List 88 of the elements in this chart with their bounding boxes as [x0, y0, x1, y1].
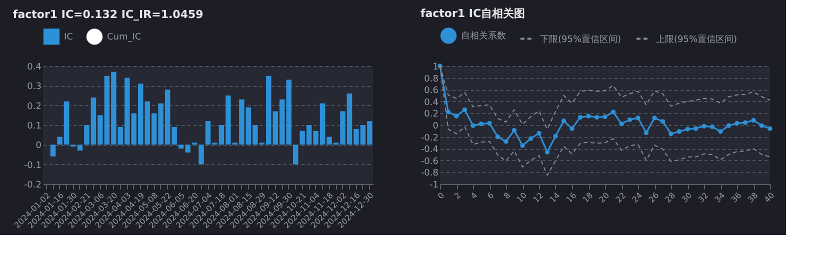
point [644, 130, 649, 136]
point [495, 134, 500, 140]
y-tick-label: 0.3 [27, 82, 42, 92]
y-tick-label: 0.2 [27, 102, 42, 112]
chart-title: factor1 IC=0.132 IC_IR=1.0459 [12, 8, 204, 21]
point [570, 126, 574, 131]
y-tick-label: 0 [432, 122, 439, 132]
point [586, 114, 591, 118]
point [702, 124, 706, 129]
legend-label: 自相关系数 [461, 30, 506, 42]
x-tick-label: 18 [581, 190, 595, 204]
legend-label: 上限(95%置信区间) [656, 34, 738, 45]
point [759, 123, 764, 128]
x-tick-label: 8 [502, 190, 512, 201]
point [470, 123, 476, 128]
y-tick-label: -0.4 [420, 145, 439, 156]
y-tick-label: -1 [430, 180, 438, 190]
point [652, 116, 657, 120]
y-tick-label: -0.8 [420, 168, 439, 179]
point [627, 117, 632, 122]
point [636, 116, 640, 120]
point [446, 110, 451, 114]
point [561, 118, 566, 124]
point [553, 134, 558, 139]
x-tick-label: 16 [564, 190, 578, 204]
legend-label: Cum_IC [107, 32, 142, 43]
point [710, 124, 715, 130]
point [462, 107, 468, 112]
x-tick-label: 30 [680, 190, 694, 204]
chart-title: factor1 IC自相关图 [420, 7, 526, 20]
point [668, 132, 674, 136]
x-tick-label: 24 [630, 190, 644, 204]
legend-label: IC [64, 32, 73, 43]
point [693, 126, 698, 131]
point [504, 139, 508, 144]
point [619, 121, 624, 126]
point [718, 129, 723, 134]
x-tick-label: 6 [486, 190, 496, 201]
point [512, 128, 517, 133]
point [742, 120, 748, 125]
point [602, 114, 608, 120]
x-tick-label: 22 [614, 190, 628, 204]
bar [198, 144, 204, 164]
bar [50, 144, 56, 156]
point [478, 121, 484, 126]
x-tick-label: 34 [713, 190, 727, 204]
point [520, 143, 525, 148]
point [487, 120, 492, 126]
y-tick-label: 0.8 [424, 74, 439, 84]
point [768, 126, 772, 131]
x-tick-label: 38 [746, 190, 760, 204]
y-tick-label: -0.2 [420, 133, 438, 144]
y-tick-label: 0.2 [424, 110, 438, 120]
point [578, 114, 583, 120]
x-tick-label: 14 [548, 190, 562, 204]
y-tick-label: 0.4 [424, 98, 439, 108]
y-tick-label: 0.1 [27, 122, 42, 132]
bar [292, 144, 298, 164]
x-tick-label: 36 [730, 190, 744, 204]
point [734, 120, 740, 126]
x-tick-label: 40 [762, 190, 776, 204]
point [536, 130, 542, 136]
y-tick-label: -0.6 [420, 156, 439, 167]
x-tick-label: 12 [532, 190, 546, 204]
y-tick-label: 0 [36, 141, 42, 152]
x-tick-label: 28 [664, 190, 678, 204]
x-tick-label: 2 [452, 190, 463, 201]
x-tick-label: 10 [515, 190, 529, 204]
x-tick-label: 4 [469, 190, 480, 201]
y-tick-label: -0.1 [24, 160, 42, 171]
point [751, 118, 756, 123]
y-tick-label: 0.4 [27, 62, 42, 72]
legend-label: 下限(95%置信区间) [540, 34, 622, 45]
point [610, 110, 616, 114]
point [454, 114, 459, 118]
x-tick-label: 32 [696, 190, 710, 204]
x-tick-label: 20 [598, 190, 612, 204]
y-tick-label: 0.6 [424, 86, 439, 96]
y-tick-label: 1 [432, 62, 438, 72]
point [676, 129, 682, 134]
point [685, 126, 690, 132]
y-tick-label: -0.2 [24, 180, 42, 190]
point [660, 119, 666, 124]
x-tick-label: 26 [647, 190, 661, 204]
point [594, 114, 600, 120]
point [528, 136, 534, 141]
point [726, 123, 732, 128]
point [544, 150, 550, 154]
